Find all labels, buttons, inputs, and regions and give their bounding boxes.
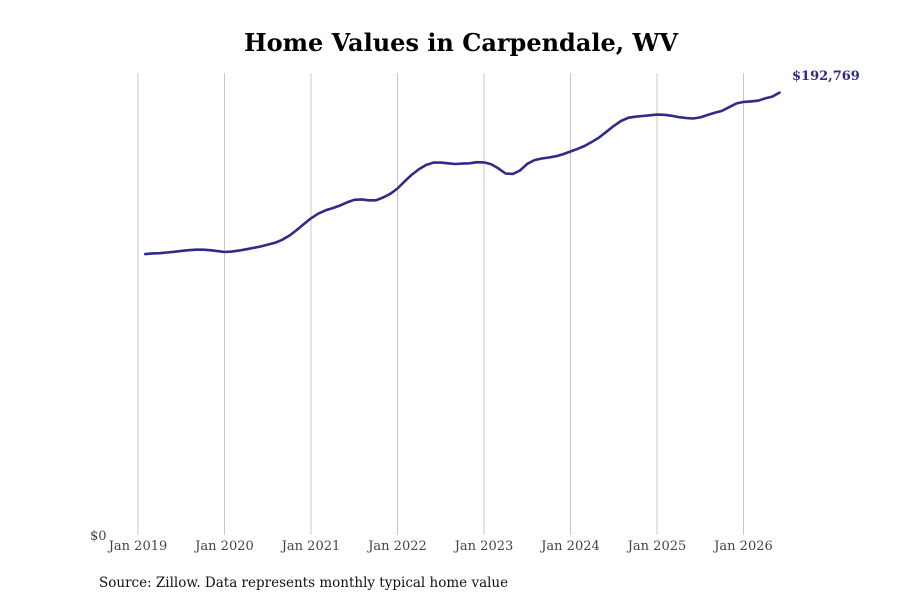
y-tick-label-zero: $0 <box>90 529 107 544</box>
x-tick-label: Jan 2019 <box>107 539 168 554</box>
home-value-line <box>143 91 781 256</box>
x-tick-label: Jan 2022 <box>366 539 427 554</box>
x-tick-label: Jan 2023 <box>453 539 514 554</box>
x-tick-label: Jan 2021 <box>280 539 341 554</box>
x-tick-labels: Jan 2019 Jan 2020 Jan 2021 Jan 2022 Jan 2023… <box>107 539 773 554</box>
chart-title: Home Values in Carpendale, WV <box>244 28 678 57</box>
source-note: Source: Zillow. Data represents monthly … <box>99 575 508 591</box>
x-tick-label: Jan 2025 <box>626 539 687 554</box>
x-tick-label: Jan 2024 <box>539 539 600 554</box>
x-tick-label: Jan 2026 <box>712 539 773 554</box>
x-gridlines <box>137 73 744 535</box>
latest-value-label: $192,769 <box>792 69 860 84</box>
x-tick-label: Jan 2020 <box>193 539 254 554</box>
